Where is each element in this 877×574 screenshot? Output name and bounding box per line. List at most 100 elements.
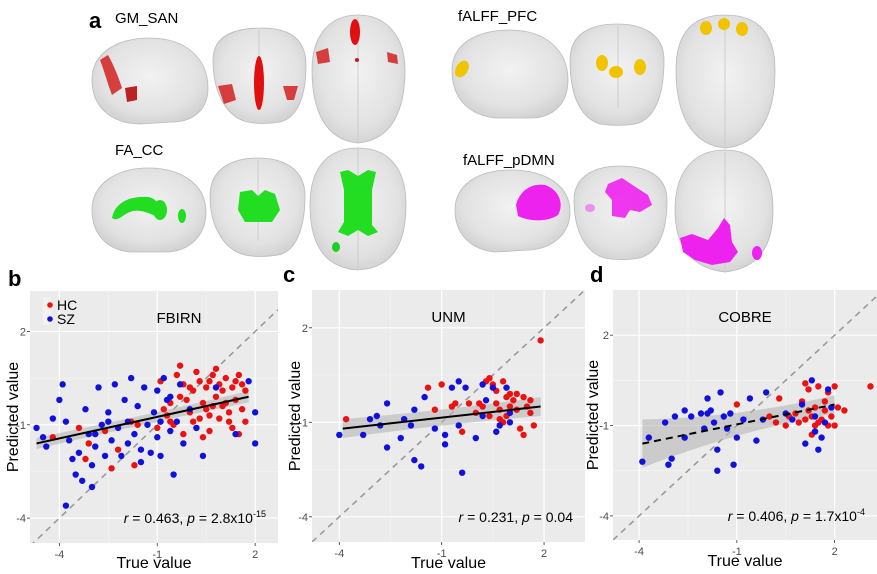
panel-b-point-hc (232, 378, 239, 385)
panel-b-point-sz (124, 440, 132, 447)
panel-d-point-sz (762, 389, 770, 396)
panel-c-point-hc (527, 397, 534, 404)
panel-d-point-sz (665, 461, 672, 468)
panel-b-point-hc (225, 418, 233, 425)
panel-b-point-sz (33, 424, 40, 432)
panel-b-point-sz (69, 455, 76, 463)
panel-d-y-tick-label: 2 (603, 330, 609, 342)
panel-c-point-sz (397, 434, 404, 442)
panel-b-point-sz (193, 424, 200, 432)
panel-c-point-sz (383, 444, 391, 451)
legend-key-bg (43, 297, 51, 311)
panel-d-point-hc (776, 395, 783, 402)
brain-falff-pdmn-axial (674, 149, 774, 273)
panel-c-point-hc (486, 412, 493, 420)
panel-d-point-sz (671, 413, 679, 420)
panel-d-point-sz (733, 434, 741, 441)
brain-renderings (91, 14, 776, 273)
panel-d-regression-line (642, 403, 835, 445)
panel-b-point-hc (186, 384, 194, 391)
panel-b-point-sz (245, 378, 252, 385)
panel-b-point-sz (105, 418, 112, 425)
panel-b-point-sz (56, 396, 63, 404)
panel-d-point-sz (730, 461, 737, 468)
panel-b-point-hc (209, 371, 216, 379)
panel-d-point-hc (766, 413, 773, 420)
panel-b-point-sz (72, 471, 79, 478)
panel-c-label: c (283, 262, 296, 287)
panel-d-point-hc (733, 401, 741, 408)
panel-d-point-hc (828, 413, 835, 420)
panel-d-x-tick-label: 2 (832, 546, 838, 558)
panel-c-point-sz (441, 441, 449, 448)
panel-d-point-hc (805, 386, 812, 393)
panel-b-point-hc (216, 415, 223, 422)
panel-b-point-sz (147, 449, 154, 456)
brain-gm-san-sagittal (91, 37, 209, 125)
panel-c-x-axis-label: True value (411, 555, 486, 572)
brain-fa-cc-sagittal (91, 167, 207, 253)
panel-c-point-sz (479, 412, 486, 420)
panel-d-point-hc (795, 419, 802, 426)
panel-b-point-sz (173, 418, 181, 425)
panel-d-point-sz (707, 407, 714, 414)
panel-c-regression-line (342, 405, 541, 430)
panel-b-point-sz (105, 409, 112, 416)
panel-d-point-sz (789, 416, 796, 423)
panel-b-point-sz (144, 421, 151, 428)
panel-d-point-hc (834, 404, 842, 411)
panel-d-point-sz (714, 446, 721, 453)
panel-b-regression-line (36, 395, 249, 445)
legend-key-bg (43, 311, 51, 325)
brain-fa-cc-coronal (209, 157, 306, 257)
panel-c-x-tick-label: -1 (437, 548, 447, 560)
panel-b-point-sz (170, 471, 177, 478)
panel-b-point-hc (183, 396, 190, 404)
panel-a-label: a (89, 8, 102, 33)
panel-d-point-sz (714, 467, 721, 474)
panel-b-y-tick-label: -4 (16, 513, 26, 525)
panel-c-point-sz (455, 422, 462, 429)
panel-c-point-hc (438, 381, 445, 388)
brain-row-title-fa-cc: FA_CC (115, 142, 164, 159)
panel-b-point-hc (199, 399, 207, 407)
panel-d-point-sz (811, 413, 819, 420)
panel-d-point-sz (645, 434, 653, 441)
panel-b-point-hc (196, 378, 203, 385)
panel-d-point-hc (815, 419, 822, 426)
panel-d-chart-title: COBRE (718, 309, 771, 326)
panel-c-point-sz (411, 456, 418, 464)
panel-c-point-hc (465, 400, 473, 407)
panel-d-point-sz (821, 419, 829, 426)
panel-b-point-sz (98, 421, 105, 428)
panel-d-point-sz (668, 455, 675, 462)
panel-d-point-sz (681, 407, 688, 414)
panel-d-point-sz (818, 434, 825, 441)
panel-b-point-hc (242, 387, 249, 394)
panel-c-point-hc (479, 403, 486, 410)
panel-c-chart-title: UNM (431, 309, 465, 326)
panel-b-point-sz (167, 427, 174, 435)
panel-b-point-sz (95, 384, 102, 391)
panel-c-y-axis-label: Predicted value (287, 361, 304, 471)
panel-b-point-hc (206, 412, 213, 419)
panel-b-point-hc (173, 371, 181, 379)
panel-d-point-hc (831, 422, 838, 429)
panel-b-point-hc (229, 384, 236, 391)
panel-d-y-axis-label: Predicted value (585, 360, 602, 470)
panel-b-point-hc (189, 418, 197, 425)
panel-b-point-hc (108, 465, 115, 472)
panel-b-point-sz (108, 437, 115, 444)
panel-c-point-sz (373, 412, 381, 420)
panel-d-point-sz (720, 413, 728, 420)
panel-b-point-hc (235, 371, 243, 379)
panel-c-point-sz (479, 381, 486, 388)
legend-marker-sz (47, 316, 53, 322)
panel-d-point-sz (688, 413, 695, 420)
panel-c-y-tick-label: 2 (302, 323, 308, 335)
panel-c-point-sz (458, 469, 466, 476)
panel-c-point-sz (359, 431, 367, 439)
panel-d-label: d (590, 262, 604, 287)
panel-b-point-hc (193, 368, 200, 376)
panel-b-point-sz (101, 452, 109, 460)
